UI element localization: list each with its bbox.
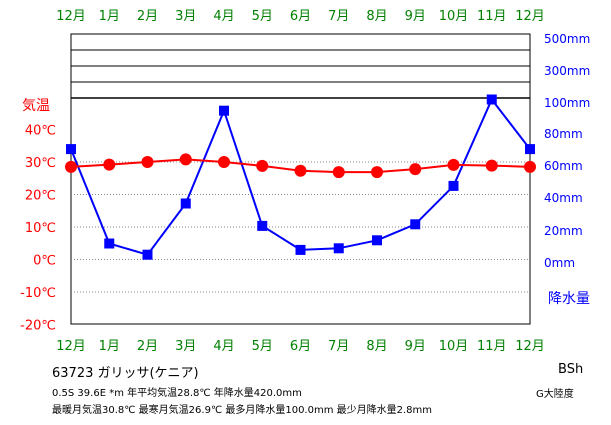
- month-label-top: 1月: [99, 9, 120, 24]
- temperature-tick-label: 0℃: [33, 254, 56, 269]
- precipitation-tick-label: 80mm: [544, 127, 583, 141]
- precipitation-point: [257, 220, 268, 231]
- month-label-top: 9月: [405, 9, 426, 24]
- precipitation-point: [104, 238, 115, 249]
- temperature-tick-label: 30℃: [25, 156, 56, 171]
- temperature-point: [65, 160, 77, 173]
- precipitation-tick-label: 20mm: [544, 224, 583, 238]
- month-label-bottom: 12月: [56, 339, 86, 354]
- temperature-point: [447, 158, 460, 171]
- month-label-bottom: 11月: [477, 339, 507, 354]
- temperature-axis: 気温 40℃ 30℃ 20℃ 10℃ 0℃ -10℃ -20℃: [20, 98, 56, 334]
- month-label-top: 8月: [366, 9, 387, 24]
- precipitation-point: [525, 144, 535, 155]
- precipitation-tick-label: 0mm: [544, 256, 575, 270]
- month-label-top: 5月: [252, 9, 273, 24]
- station-summary-2: 最暖月気温30.8℃ 最寒月気温26.9℃ 最多月降水量100.0mm 最少月降…: [52, 405, 433, 416]
- month-label-bottom: 4月: [213, 339, 234, 354]
- temperature-point: [141, 156, 154, 168]
- temperature-point: [179, 153, 192, 166]
- month-label-bottom: 3月: [175, 339, 196, 354]
- precipitation-point: [295, 244, 306, 255]
- continentality: G大陸度: [536, 389, 574, 400]
- precipitation-line: [70, 97, 531, 256]
- precipitation-point: [372, 235, 382, 246]
- station-summary-1: 0.5S 39.6E *m 年平均気温28.8℃ 年降水量420.0mm: [52, 388, 302, 399]
- month-label-bottom: 12月: [515, 339, 545, 354]
- precipitation-series: [66, 94, 535, 260]
- precipitation-point: [486, 94, 497, 105]
- precipitation-tick-label: 60mm: [544, 159, 583, 173]
- bottom-month-labels: 12月 1月 2月 3月 4月 5月 6月 7月 8月 9月 10月 11月 12月: [56, 339, 545, 354]
- temperature-point: [332, 166, 345, 179]
- plot-frame: [70, 33, 531, 325]
- precipitation-point: [66, 144, 76, 155]
- month-label-bottom: 5月: [252, 339, 273, 354]
- precipitation-point: [142, 249, 153, 260]
- month-label-bottom: 9月: [405, 339, 426, 354]
- station-name: 63723 ガリッサ(ケニア): [52, 366, 199, 381]
- month-label-top: 6月: [290, 9, 311, 24]
- month-label-bottom: 1月: [99, 339, 120, 354]
- month-label-bottom: 2月: [137, 339, 158, 354]
- month-label-top: 12月: [56, 9, 86, 24]
- temperature-tick-label: 10℃: [25, 221, 56, 236]
- precipitation-axis-title: 降水量: [548, 291, 590, 307]
- climate-class: BSh: [558, 362, 584, 377]
- precipitation-point: [180, 198, 191, 209]
- month-label-top: 7月: [328, 9, 349, 24]
- temperature-point: [409, 163, 422, 176]
- temperature-axis-title: 気温: [22, 98, 50, 114]
- precipitation-tick-label: 100mm: [544, 96, 590, 110]
- precipitation-point: [219, 105, 229, 116]
- month-label-top: 11月: [477, 9, 507, 24]
- month-label-bottom: 6月: [290, 339, 311, 354]
- precipitation-tick-label: 300mm: [544, 64, 590, 78]
- temperature-point: [485, 159, 498, 172]
- temperature-point: [218, 156, 230, 168]
- temperature-point: [256, 159, 269, 172]
- temperature-point: [103, 158, 116, 171]
- month-label-top: 12月: [515, 9, 545, 24]
- temperature-tick-label: -10℃: [20, 286, 56, 301]
- chart-grid: [70, 33, 531, 325]
- precipitation-point: [448, 180, 459, 191]
- temperature-tick-label: 40℃: [25, 124, 56, 139]
- temperature-series: [65, 153, 536, 179]
- precipitation-tick-label: 40mm: [544, 191, 583, 205]
- month-label-top: 10月: [439, 9, 469, 24]
- temperature-point: [294, 164, 307, 177]
- temperature-tick-label: -20℃: [20, 319, 56, 334]
- temperature-point: [524, 160, 536, 173]
- temperature-tick-label: 20℃: [25, 189, 56, 204]
- month-label-bottom: 8月: [366, 339, 387, 354]
- month-label-top: 3月: [175, 9, 196, 24]
- month-label-top: 2月: [137, 9, 158, 24]
- precipitation-tick-label: 500mm: [544, 32, 590, 46]
- precipitation-axis: 500mm 300mm 100mm 80mm 60mm 40mm 20mm 0mm 降水量: [544, 32, 590, 307]
- temperature-point: [371, 166, 383, 179]
- month-label-bottom: 10月: [439, 339, 469, 354]
- month-label-top: 4月: [213, 9, 234, 24]
- month-label-bottom: 7月: [328, 339, 349, 354]
- precipitation-point: [410, 219, 421, 230]
- precipitation-point: [333, 243, 344, 254]
- top-month-labels: 12月 1月 2月 3月 4月 5月 6月 7月 8月 9月 10月 11月 12月: [56, 9, 545, 24]
